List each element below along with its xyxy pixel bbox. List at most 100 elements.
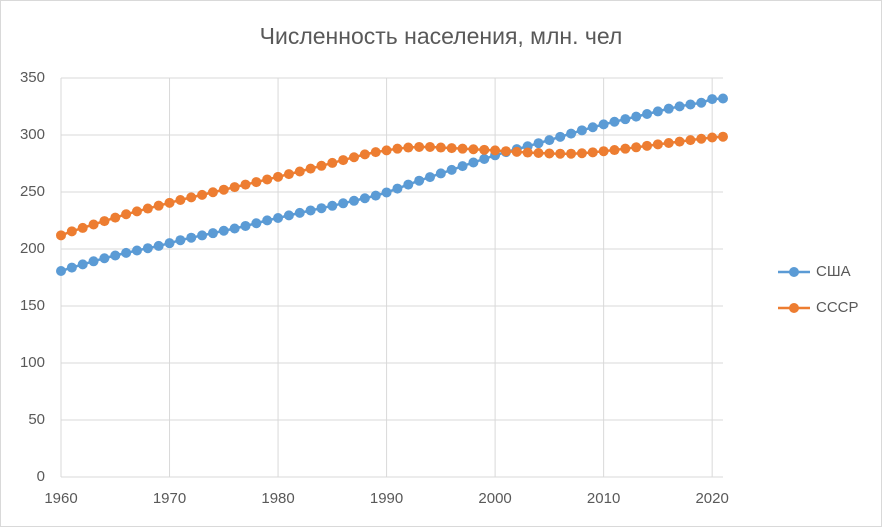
data-point [153, 240, 164, 251]
data-point [370, 190, 381, 201]
data-point [435, 168, 446, 179]
data-point [457, 143, 468, 154]
data-point [240, 220, 251, 231]
data-point [392, 143, 403, 154]
data-point [218, 184, 229, 195]
data-point [175, 194, 186, 205]
data-point [392, 183, 403, 194]
data-point [631, 142, 642, 153]
y-tick-label: 0 [37, 468, 45, 485]
data-point [718, 131, 728, 142]
data-point [631, 111, 642, 122]
data-point [110, 212, 121, 223]
data-point [99, 253, 110, 264]
data-point [121, 209, 132, 220]
data-point [305, 163, 316, 174]
y-tick-label: 250 [20, 183, 45, 200]
legend-label: СССР [816, 299, 859, 316]
data-point [56, 266, 66, 277]
chart-title: Численность населения, млн. чел [260, 23, 623, 49]
data-point [77, 259, 88, 270]
y-tick-label: 350 [20, 69, 45, 86]
data-point [262, 174, 273, 185]
data-point [544, 135, 555, 146]
y-tick-label: 50 [28, 411, 45, 428]
data-point [685, 99, 696, 110]
y-tick-label: 300 [20, 126, 45, 143]
data-point [186, 192, 197, 203]
data-point [468, 157, 479, 168]
data-point [642, 140, 653, 151]
data-point [131, 206, 142, 217]
data-point [652, 106, 663, 117]
data-point [609, 116, 620, 127]
data-point [609, 145, 620, 156]
data-point [490, 145, 501, 156]
data-point [598, 119, 609, 130]
data-point [207, 187, 218, 198]
data-point [153, 200, 164, 211]
data-point [229, 182, 240, 193]
data-point [598, 146, 609, 157]
data-point [349, 195, 360, 206]
data-point [652, 139, 663, 150]
x-tick-label: 2010 [587, 490, 620, 507]
data-point [99, 216, 110, 227]
data-point [403, 179, 414, 190]
x-tick-label: 2000 [478, 490, 511, 507]
x-tick-label: 1990 [370, 490, 403, 507]
data-point [555, 148, 566, 159]
data-point [262, 215, 273, 226]
data-point [186, 232, 197, 243]
legend-marker [789, 267, 799, 277]
data-point [88, 219, 99, 230]
data-point [620, 114, 631, 125]
data-point [500, 146, 511, 157]
data-point [273, 171, 284, 182]
data-point [294, 207, 305, 218]
data-point [533, 138, 544, 149]
x-tick-label: 2020 [695, 490, 728, 507]
data-point [424, 141, 435, 152]
data-point [164, 238, 175, 249]
data-point [197, 189, 208, 200]
data-point [88, 256, 99, 267]
data-point [566, 128, 577, 139]
data-point [479, 153, 490, 164]
data-point [587, 147, 598, 158]
data-point [381, 145, 392, 156]
data-point [66, 226, 77, 237]
data-point [696, 97, 707, 108]
data-point [142, 203, 153, 214]
data-point [403, 142, 414, 153]
data-point [338, 155, 349, 166]
x-tick-label: 1980 [261, 490, 294, 507]
legend-label: США [816, 263, 851, 280]
y-tick-label: 100 [20, 354, 45, 371]
x-tick-label: 1960 [44, 490, 77, 507]
data-point [316, 203, 327, 214]
data-point [544, 148, 555, 159]
data-point [707, 132, 718, 143]
data-point [576, 125, 587, 136]
data-point [674, 136, 685, 147]
data-point [316, 160, 327, 171]
data-point [175, 235, 186, 246]
data-point [696, 133, 707, 144]
data-point [468, 144, 479, 155]
data-point [240, 179, 251, 190]
data-point [707, 94, 718, 105]
data-point [620, 143, 631, 154]
data-point [229, 223, 240, 234]
data-point [414, 141, 425, 152]
data-point [446, 143, 457, 154]
data-point [207, 228, 218, 239]
data-point [718, 93, 728, 104]
data-point [642, 109, 653, 120]
data-point [338, 198, 349, 209]
data-point [273, 212, 284, 223]
data-point [533, 148, 544, 159]
y-tick-label: 150 [20, 297, 45, 314]
